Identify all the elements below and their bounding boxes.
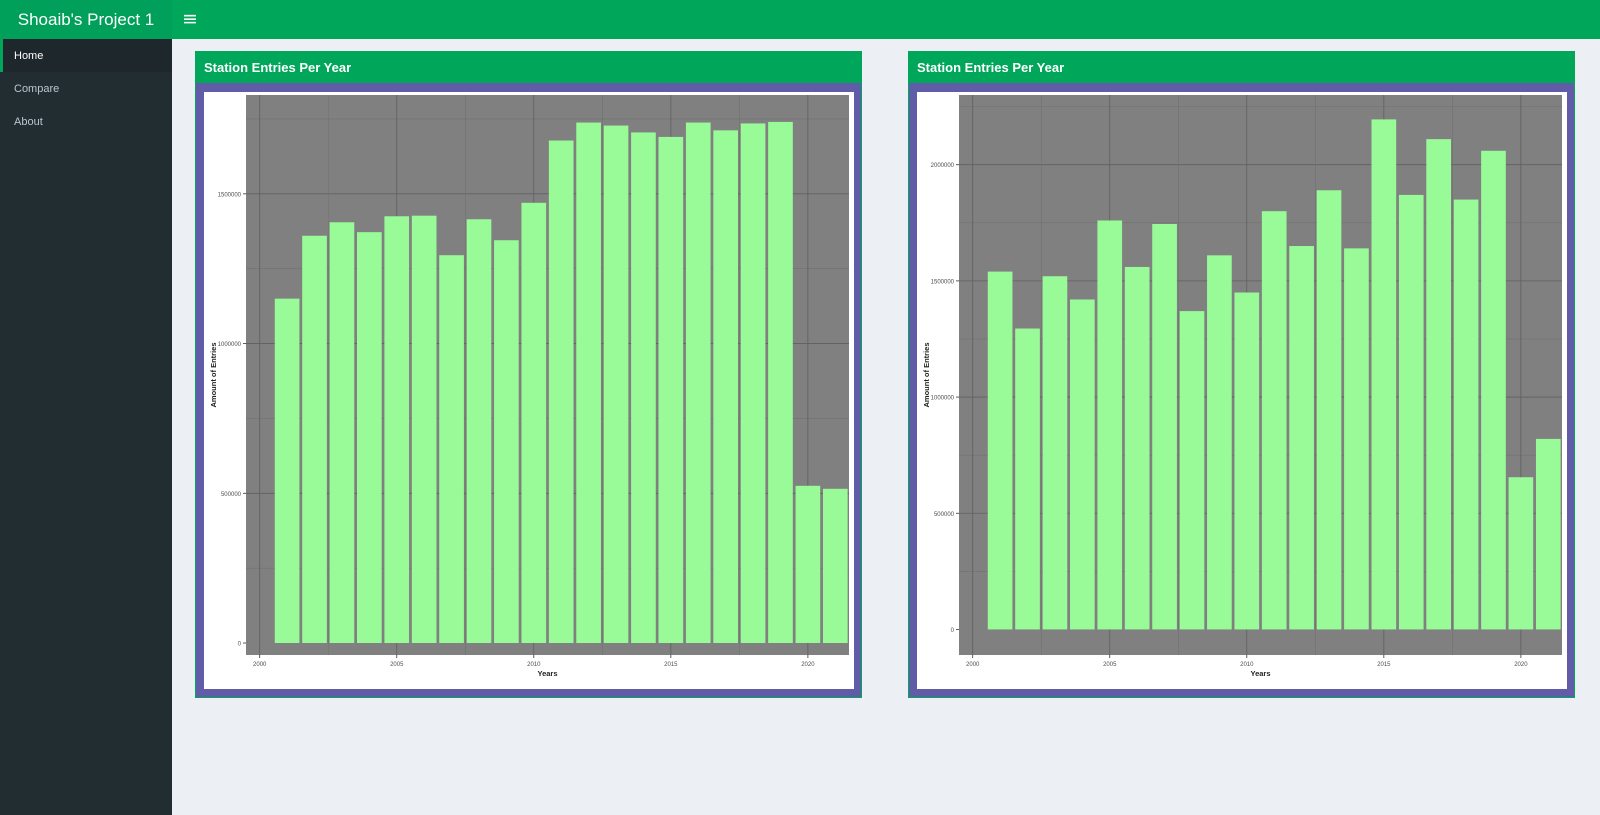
chart-box-left: Station Entries Per Year 0 500000 1000000 1… [195, 51, 862, 698]
bar-2009[interactable] [494, 240, 519, 644]
plot-area-left: 0 500000 1000000 1500000 2000 2005 2010 2015 202… [204, 92, 854, 689]
chart-box-right: Station Entries Per Year 0 500000 1000000 1… [908, 51, 1575, 698]
bar-2011[interactable] [1261, 211, 1287, 630]
bar-2017[interactable] [713, 130, 738, 644]
y-tick-label: 1500000 [931, 279, 955, 285]
bar-2012[interactable] [1289, 246, 1314, 630]
bar-2014[interactable] [631, 132, 656, 644]
plot-area-right: 0 500000 1000000 1500000 2000000 2000 2005 2010… [917, 92, 1567, 689]
y-tick-label: 2000000 [931, 163, 955, 169]
y-tick-label: 1000000 [218, 342, 242, 348]
sidebar-item-label: About [14, 115, 43, 128]
y-tick-label: 1500000 [218, 192, 242, 198]
bar-2006[interactable] [1124, 266, 1150, 630]
bar-2017[interactable] [1426, 139, 1451, 630]
menu-toggle-icon[interactable]: ≡ [182, 8, 198, 30]
y-tick-label: 0 [238, 642, 242, 648]
box-title: Station Entries Per Year [196, 52, 861, 83]
y-tick-label: 500000 [221, 492, 242, 498]
sidebar-item-about[interactable]: About [0, 105, 172, 138]
x-tick-label: 2010 [527, 662, 541, 668]
y-axis-label: Amount of Entries [922, 343, 931, 408]
bar-2018[interactable] [740, 123, 766, 644]
sidebar-item-home[interactable]: Home [0, 39, 172, 72]
bar-2003[interactable] [1042, 276, 1068, 630]
x-tick-label: 2000 [253, 662, 267, 668]
x-tick-label: 2005 [390, 662, 404, 668]
sidebar-item-label: Compare [14, 82, 60, 95]
bar-2020[interactable] [795, 485, 821, 644]
x-axis-label: Years [1250, 669, 1270, 678]
bar-2009[interactable] [1207, 255, 1232, 630]
bar-2013[interactable] [603, 125, 629, 644]
bar-2014[interactable] [1344, 248, 1369, 630]
sidebar: Home Compare About [0, 39, 172, 815]
bar-2003[interactable] [329, 222, 355, 644]
sidebar-item-label: Home [14, 49, 44, 62]
x-tick-label: 2015 [664, 662, 678, 668]
y-axis-label: Amount of Entries [209, 343, 218, 408]
bar-2011[interactable] [548, 140, 574, 644]
bar-2008[interactable] [1179, 311, 1205, 630]
sidebar-item-compare[interactable]: Compare [0, 72, 172, 105]
bar-2015[interactable] [1371, 119, 1397, 630]
bar-2005[interactable] [384, 216, 410, 644]
app-title[interactable]: Shoaib's Project 1 [0, 0, 172, 39]
bar-2005[interactable] [1097, 220, 1123, 630]
x-tick-label: 2000 [966, 662, 980, 668]
x-tick-label: 2010 [1240, 662, 1254, 668]
bar-2004[interactable] [357, 232, 382, 644]
bar-2020[interactable] [1508, 477, 1534, 630]
y-tick-label: 1000000 [931, 396, 955, 402]
bar-chart-left: 0 500000 1000000 1500000 2000 2005 2010 2015 202… [209, 95, 849, 678]
y-tick-label: 500000 [934, 512, 955, 518]
bar-2013[interactable] [1316, 190, 1342, 630]
bar-2002[interactable] [302, 235, 327, 644]
bar-2021[interactable] [822, 488, 848, 644]
bar-2001[interactable] [274, 298, 300, 644]
x-tick-label: 2005 [1103, 662, 1117, 668]
bar-2001[interactable] [987, 271, 1013, 630]
x-tick-label: 2020 [1514, 662, 1528, 668]
bar-2018[interactable] [1453, 199, 1479, 630]
bar-2007[interactable] [439, 255, 464, 644]
bar-2004[interactable] [1070, 299, 1095, 630]
bar-2021[interactable] [1535, 438, 1561, 630]
bar-2010[interactable] [1234, 292, 1260, 630]
x-axis-label: Years [537, 669, 557, 678]
y-tick-label: 0 [951, 628, 955, 634]
x-tick-label: 2015 [1377, 662, 1391, 668]
box-title: Station Entries Per Year [909, 52, 1574, 83]
bar-2008[interactable] [466, 219, 492, 644]
bar-2006[interactable] [411, 215, 437, 644]
bar-2015[interactable] [658, 136, 684, 644]
top-navbar: ≡ [172, 0, 1600, 39]
bar-2019[interactable] [768, 121, 793, 644]
x-tick-label: 2020 [801, 662, 815, 668]
bar-2007[interactable] [1152, 223, 1177, 630]
bar-chart-right: 0 500000 1000000 1500000 2000000 2000 2005 2010… [922, 95, 1562, 678]
bar-2012[interactable] [576, 122, 601, 644]
bar-2016[interactable] [685, 122, 711, 644]
bar-2010[interactable] [521, 202, 547, 644]
bar-2002[interactable] [1015, 328, 1040, 630]
bar-2019[interactable] [1481, 150, 1506, 630]
bar-2016[interactable] [1398, 194, 1424, 630]
